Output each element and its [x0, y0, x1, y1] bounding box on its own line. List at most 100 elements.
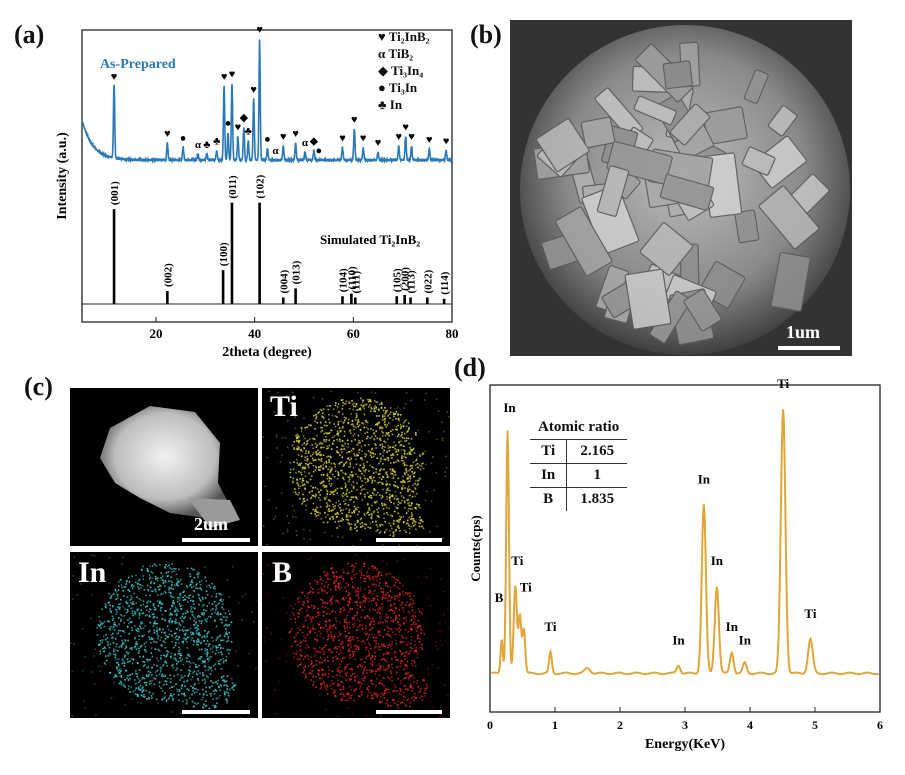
map-pixel: [116, 669, 119, 672]
map-pixel: [124, 670, 127, 672]
map-pixel: [297, 484, 300, 487]
map-pixel: [337, 683, 339, 685]
map-pixel: [219, 612, 222, 615]
map-pixel: [328, 669, 330, 671]
map-pixel: [327, 447, 330, 449]
map-pixel: [402, 691, 405, 694]
x-axis-label: Energy(KeV): [645, 737, 725, 752]
map-pixel: [320, 517, 322, 520]
map-pixel: [340, 699, 342, 701]
map-pixel: [386, 498, 389, 500]
map-pixel: [191, 676, 194, 678]
map-pixel: [356, 586, 359, 589]
map-pixel: [120, 563, 123, 566]
map-pixel: [409, 475, 412, 478]
map-pixel: [385, 582, 387, 584]
map-pixel: [350, 637, 352, 639]
map-pixel: [292, 613, 295, 616]
map-pixel: [363, 512, 366, 515]
map-pixel: [197, 627, 199, 630]
map-pixel: [383, 419, 386, 422]
map-pixel: [234, 684, 237, 686]
map-pixel: [175, 669, 177, 672]
map-pixel: [319, 506, 322, 508]
map-pixel: [112, 593, 114, 596]
element-cell: Ti: [530, 439, 568, 464]
map-pixel: [397, 406, 400, 409]
map-pixel: [184, 694, 186, 697]
map-pixel: [115, 658, 118, 661]
map-pixel: [356, 591, 358, 593]
phase-marker: ♥: [339, 133, 346, 145]
map-pixel: [156, 627, 158, 629]
map-pixel: [325, 485, 328, 487]
map-pixel: [150, 695, 153, 697]
map-pixel: [418, 525, 421, 528]
map-pixel: [308, 592, 310, 594]
map-pixel: [311, 453, 314, 456]
map-pixel: [362, 488, 364, 490]
atomic-ratio-table: Atomic ratio Ti 2.165 In 1 B 1.835: [530, 416, 628, 511]
map-pixel: [339, 440, 342, 443]
map-pixel: [373, 589, 376, 592]
map-pixel: [336, 577, 339, 579]
map-pixel: [404, 658, 406, 660]
map-pixel: [241, 618, 243, 621]
map-pixel: [357, 506, 360, 509]
map-pixel: [140, 568, 143, 571]
map-pixel: [294, 621, 297, 623]
map-pixel: [371, 481, 373, 484]
map-pixel: [347, 644, 349, 647]
map-pixel: [369, 590, 372, 593]
map-pixel: [148, 691, 151, 694]
map-pixel: [352, 564, 354, 566]
map-pixel: [328, 461, 330, 463]
map-pixel: [409, 446, 411, 449]
map-pixel: [321, 429, 323, 432]
map-pixel: [310, 424, 312, 427]
map-pixel: [377, 481, 380, 484]
map-pixel: [202, 604, 205, 606]
map-pixel: [217, 679, 219, 682]
map-pixel: [214, 585, 216, 588]
map-pixel: [416, 656, 419, 659]
map-pixel: [136, 643, 138, 645]
map-pixel: [214, 663, 217, 665]
map-pixel: [222, 639, 225, 642]
map-pixel: [299, 463, 301, 465]
map-pixel: [371, 664, 374, 667]
map-pixel: [351, 667, 353, 670]
map-pixel: [387, 668, 390, 670]
map-pixel: [331, 571, 334, 574]
map-pixel: [381, 427, 384, 430]
map-pixel: [342, 606, 344, 609]
map-pixel: [354, 590, 357, 593]
map-pixel: [393, 510, 396, 513]
map-pixel: [109, 653, 112, 656]
map-pixel: [331, 602, 333, 604]
map-pixel: [367, 406, 370, 408]
map-pixel: [430, 500, 433, 502]
map-pixel: [415, 458, 418, 461]
map-pixel: [376, 415, 378, 417]
map-pixel: [419, 690, 422, 693]
map-pixel: [302, 498, 305, 501]
map-pixel: [185, 703, 188, 705]
map-pixel: [332, 515, 334, 518]
map-pixel: [372, 683, 374, 685]
map-pixel: [125, 645, 128, 647]
map-pixel: [301, 655, 303, 657]
map-pixel: [174, 609, 176, 612]
map-pixel: [388, 522, 391, 524]
hkl-label: (022): [422, 269, 434, 293]
map-pixel: [364, 455, 367, 458]
map-pixel: [350, 646, 353, 649]
map-pixel: [156, 698, 158, 701]
map-pixel: [334, 611, 337, 613]
map-pixel: [136, 662, 139, 664]
map-pixel: [374, 645, 377, 647]
map-pixel: [151, 655, 154, 658]
map-pixel: [163, 632, 165, 634]
map-pixel: [182, 630, 185, 632]
map-pixel: [127, 610, 129, 612]
